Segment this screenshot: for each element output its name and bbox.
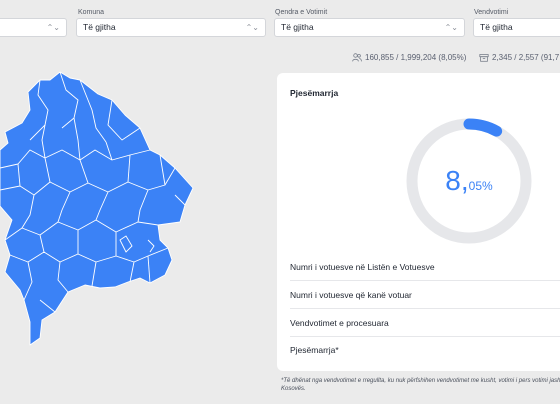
filter-label-komuna: Komuna bbox=[78, 9, 105, 16]
donut-progress bbox=[406, 118, 532, 244]
footnote: *Të dhënat nga vendvotimet e rregullta, … bbox=[281, 378, 560, 392]
divider bbox=[290, 308, 560, 309]
turnout-value: 8,05% bbox=[404, 116, 534, 246]
voters-count: 160,855 / 1,999,204 (8,05%) bbox=[365, 53, 467, 62]
filter-value: Të gjitha bbox=[281, 22, 314, 32]
filter-label-qendra: Qendra e Votimit bbox=[275, 9, 328, 16]
voters-stat: 160,855 / 1,999,204 (8,05%) bbox=[352, 53, 466, 62]
filter-value: Të gjitha bbox=[83, 22, 116, 32]
filter-select-komuna[interactable]: Të gjitha ⌃⌄ bbox=[76, 18, 266, 37]
filter-select-vendvotimi[interactable]: Të gjitha bbox=[473, 18, 560, 37]
card-title: Pjesëmarrja bbox=[290, 88, 339, 98]
turnout-value-dec: 05% bbox=[468, 179, 493, 193]
turnout-value-int: 8, bbox=[445, 165, 469, 196]
turnout-card: Pjesëmarrja 8,05% Numri i votuesve në Li… bbox=[277, 73, 560, 371]
row-label-turnout: Pjesëmarrja* bbox=[290, 345, 339, 355]
stations-count: 2,345 / 2,557 (91,7 bbox=[492, 53, 560, 62]
filter-select-first[interactable]: ⌃⌄ bbox=[0, 18, 67, 37]
map-shape bbox=[0, 71, 194, 346]
chevron-updown-icon: ⌃⌄ bbox=[46, 23, 60, 32]
municipality-borders bbox=[0, 71, 186, 313]
ballot-box-icon bbox=[479, 54, 489, 62]
turnout-donut bbox=[406, 118, 532, 244]
filter-value: Të gjitha bbox=[480, 22, 513, 32]
people-icon bbox=[352, 53, 362, 62]
kosovo-map[interactable] bbox=[0, 66, 205, 356]
divider bbox=[290, 280, 560, 281]
row-label-voted: Numri i votuesve që kanë votuar bbox=[290, 290, 412, 300]
filter-label-vendvotimi: Vendvotimi bbox=[474, 9, 509, 16]
filter-select-qendra[interactable]: Të gjitha ⌃⌄ bbox=[274, 18, 465, 37]
chevron-updown-icon: ⌃⌄ bbox=[245, 23, 259, 32]
chevron-updown-icon: ⌃⌄ bbox=[444, 23, 458, 32]
row-label-stations: Vendvotimet e procesuara bbox=[290, 318, 389, 328]
stations-stat: 2,345 / 2,557 (91,7 bbox=[479, 53, 559, 62]
row-label-registered: Numri i votuesve në Listën e Votuesve bbox=[290, 262, 435, 272]
divider bbox=[290, 336, 560, 337]
